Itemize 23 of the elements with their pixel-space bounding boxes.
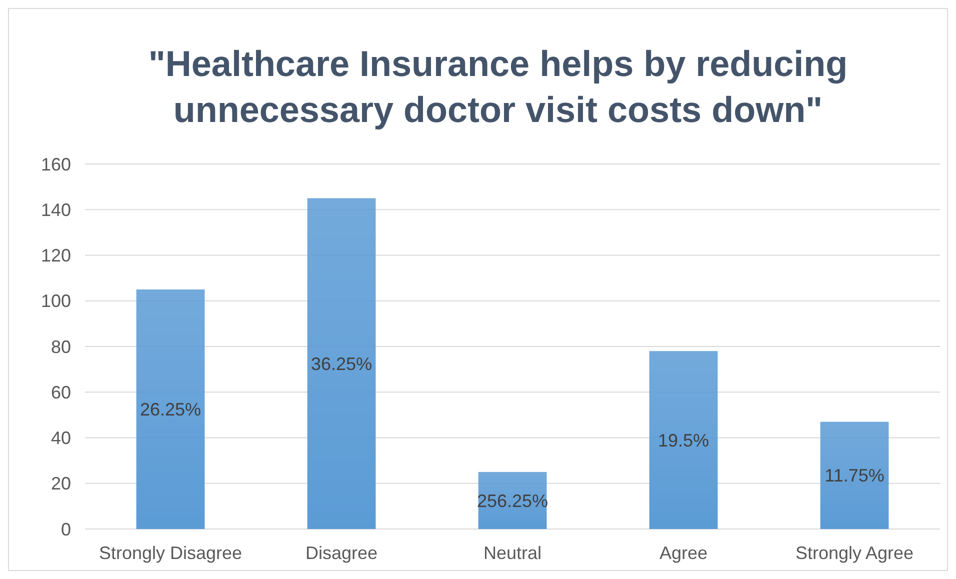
bar [820,422,889,529]
x-tick-label: Disagree [305,543,378,563]
bar [136,289,205,529]
bar [307,198,376,529]
y-tick-label: 140 [40,200,71,220]
y-tick-label: 0 [60,519,71,540]
annotation: 11.75% [824,466,884,486]
y-tick-label: 20 [50,474,71,494]
y-tick-label: 40 [50,428,71,448]
y-tick-label: 120 [40,246,71,266]
bar [649,351,718,529]
annotation: 36.25% [310,354,372,374]
chart-title: "Healthcare Insurance helps by reducing unnecessary doctor visit costs down" [148,43,848,130]
annotation: 19.5% [658,430,710,450]
annotation: 26.25% [140,400,202,420]
y-tick-label: 60 [50,382,71,402]
x-tick-label: Neutral [483,543,542,563]
x-tick-label: Strongly Agree [795,543,914,563]
x-tick-label: Agree [659,543,708,563]
y-tick-label: 160 [40,154,71,174]
x-tick-label: Strongly Disagree [98,543,242,563]
y-tick-label: 80 [50,336,71,357]
y-tick-label: 100 [40,291,71,312]
